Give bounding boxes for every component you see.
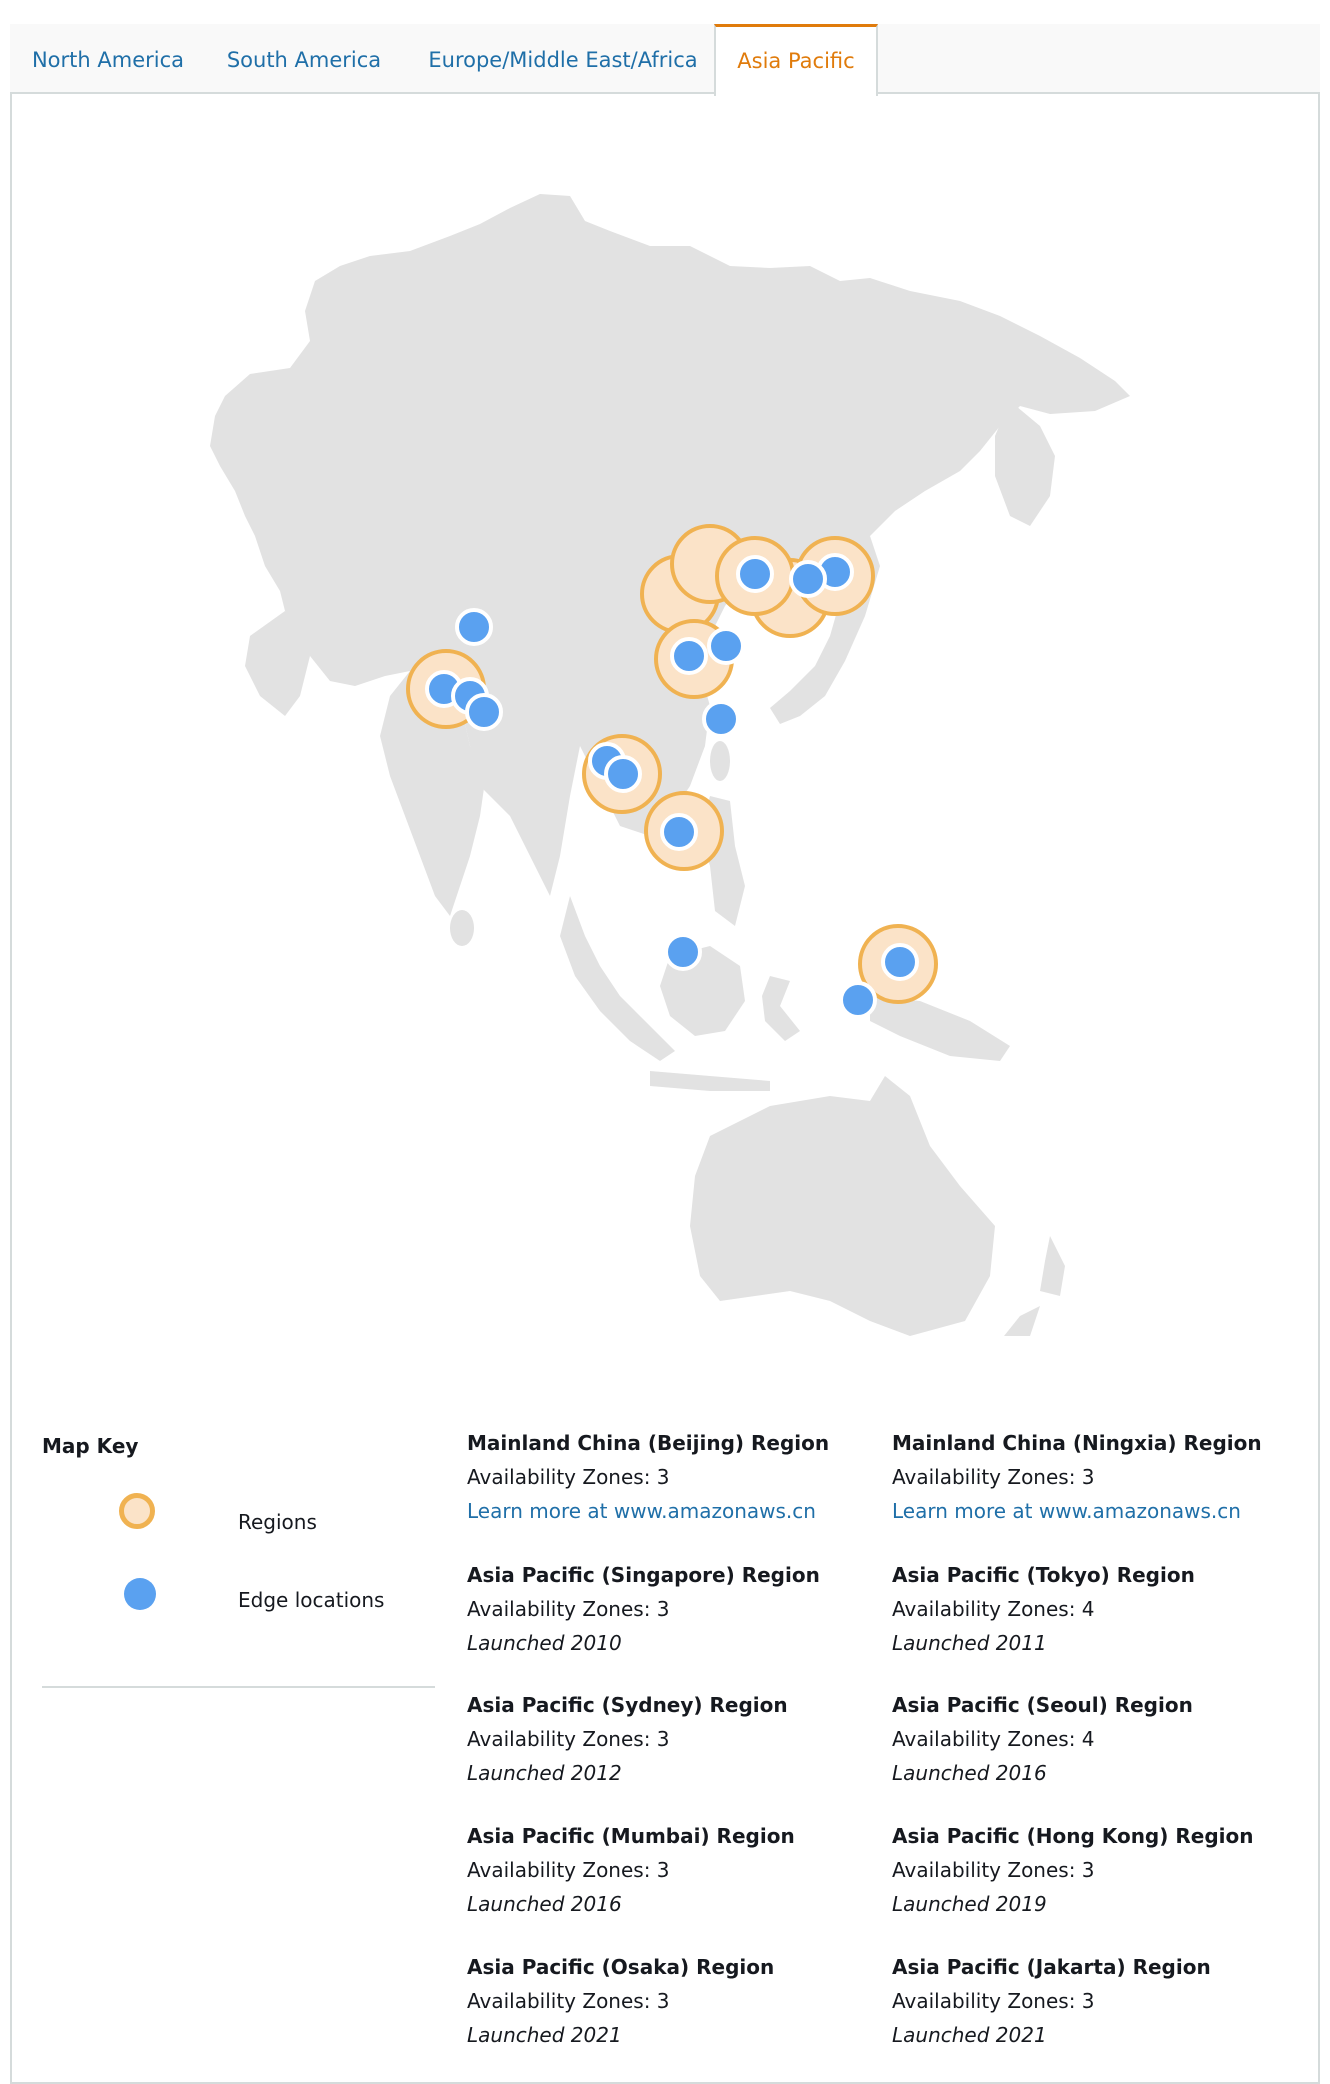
map-svg: [210, 194, 1130, 1336]
availability-zones: Availability Zones: 3: [467, 1597, 670, 1621]
region-entry: Mainland China (Ningxia) Region Availabi…: [892, 1426, 1292, 1528]
launch-year: Launched 2021: [467, 2023, 622, 2047]
edge-location-dot[interactable]: [839, 981, 877, 1019]
sri-lanka-shape: [450, 910, 474, 946]
java-shape: [650, 1071, 770, 1091]
legend-regions-label: Regions: [238, 1510, 317, 1534]
nz-north-island-shape: [1040, 1236, 1065, 1296]
availability-zones: Availability Zones: 3: [892, 1858, 1095, 1882]
legend-divider: [42, 1686, 435, 1688]
australia-shape: [690, 1076, 995, 1336]
region-name: Asia Pacific (Osaka) Region: [467, 1955, 775, 1979]
region-circle-icon: [119, 1493, 155, 1529]
region-name: Asia Pacific (Hong Kong) Region: [892, 1824, 1254, 1848]
region-name: Asia Pacific (Seoul) Region: [892, 1693, 1193, 1717]
sumatra-shape: [560, 896, 675, 1061]
launch-year: Launched 2011: [892, 1631, 1047, 1655]
region-entry: Asia Pacific (Sydney) Region Availabilit…: [467, 1688, 867, 1790]
tab-europe-middle-east-africa[interactable]: Europe/Middle East/Africa: [428, 48, 698, 72]
learn-more-link[interactable]: Learn more at www.amazonaws.cn: [892, 1499, 1241, 1523]
availability-zones: Availability Zones: 4: [892, 1727, 1095, 1751]
edge-location-dot[interactable]: [465, 693, 503, 731]
availability-zones: Availability Zones: 3: [467, 1989, 670, 2013]
region-entry: Asia Pacific (Seoul) Region Availability…: [892, 1688, 1292, 1790]
taiwan-shape: [710, 741, 730, 781]
availability-zones: Availability Zones: 3: [467, 1465, 670, 1489]
nz-south-island-shape: [1004, 1306, 1040, 1336]
edge-location-dot[interactable]: [789, 560, 827, 598]
edge-location-dot[interactable]: [736, 555, 774, 593]
region-entry: Mainland China (Beijing) Region Availabi…: [467, 1426, 867, 1528]
region-entry: Asia Pacific (Mumbai) Region Availabilit…: [467, 1819, 867, 1921]
edge-location-markers: [425, 553, 919, 1019]
launch-year: Launched 2012: [467, 1761, 622, 1785]
availability-zones: Availability Zones: 3: [467, 1727, 670, 1751]
region-entry: Asia Pacific (Hong Kong) Region Availabi…: [892, 1819, 1292, 1921]
launch-year: Launched 2021: [892, 2023, 1047, 2047]
edge-location-dot[interactable]: [881, 943, 919, 981]
launch-year: Launched 2010: [467, 1631, 622, 1655]
region-name: Asia Pacific (Tokyo) Region: [892, 1563, 1195, 1587]
tab-north-america[interactable]: North America: [31, 48, 185, 72]
tab-south-america[interactable]: South America: [226, 48, 382, 72]
tab-asia-pacific[interactable]: Asia Pacific: [714, 24, 878, 96]
edge-location-dot[interactable]: [664, 933, 702, 971]
asia-mainland-shape: [210, 194, 1130, 896]
region-tab-bar: North America South America Europe/Middl…: [10, 24, 1320, 96]
india-shape: [380, 671, 485, 916]
edge-location-dot[interactable]: [707, 627, 745, 665]
availability-zones: Availability Zones: 4: [892, 1597, 1095, 1621]
new-guinea-shape: [870, 996, 1010, 1061]
edge-location-dot[interactable]: [604, 755, 642, 793]
edge-location-dot[interactable]: [702, 700, 740, 738]
asia-pacific-map: [10, 96, 1320, 1336]
kamchatka-shape: [995, 401, 1055, 526]
region-entry: Asia Pacific (Tokyo) Region Availability…: [892, 1558, 1292, 1660]
landmass: [210, 194, 1130, 1336]
launch-year: Launched 2016: [892, 1761, 1047, 1785]
availability-zones: Availability Zones: 3: [892, 1989, 1095, 2013]
launch-year: Launched 2019: [892, 1892, 1047, 1916]
region-name: Mainland China (Beijing) Region: [467, 1431, 830, 1455]
legend-edge-locations-label: Edge locations: [238, 1588, 385, 1612]
learn-more-link[interactable]: Learn more at www.amazonaws.cn: [467, 1499, 816, 1523]
availability-zones: Availability Zones: 3: [892, 1465, 1095, 1489]
arabia-shape: [245, 611, 310, 716]
region-entry: Asia Pacific (Singapore) Region Availabi…: [467, 1558, 867, 1660]
region-name: Mainland China (Ningxia) Region: [892, 1431, 1262, 1455]
edge-location-dot[interactable]: [660, 813, 698, 851]
edge-location-dot[interactable]: [455, 608, 493, 646]
region-entry: Asia Pacific (Osaka) Region Availability…: [467, 1950, 867, 2052]
region-entry: Asia Pacific (Jakarta) Region Availabili…: [892, 1950, 1292, 2052]
region-name: Asia Pacific (Sydney) Region: [467, 1693, 788, 1717]
availability-zones: Availability Zones: 3: [467, 1858, 670, 1882]
launch-year: Launched 2016: [467, 1892, 622, 1916]
region-name: Asia Pacific (Jakarta) Region: [892, 1955, 1211, 1979]
region-name: Asia Pacific (Singapore) Region: [467, 1563, 820, 1587]
edge-location-dot-icon: [124, 1578, 156, 1610]
map-key-title: Map Key: [42, 1434, 139, 1458]
edge-location-dot[interactable]: [670, 637, 708, 675]
region-name: Asia Pacific (Mumbai) Region: [467, 1824, 795, 1848]
sulawesi-shape: [762, 976, 800, 1041]
